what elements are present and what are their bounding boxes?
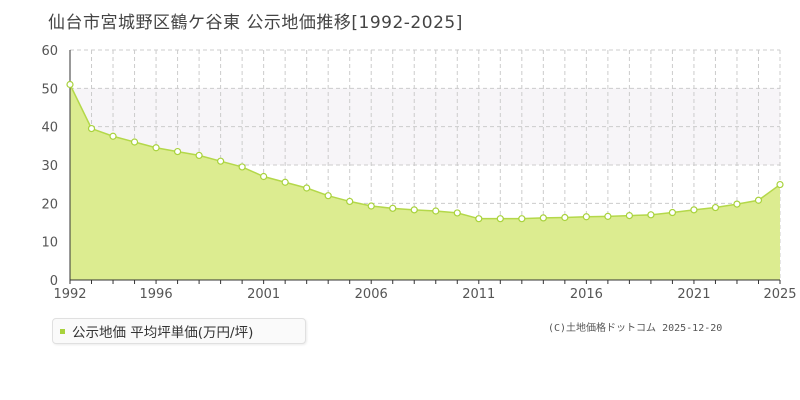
data-point bbox=[453, 209, 461, 217]
legend: 公示地価 平均坪単価(万円/坪) bbox=[52, 318, 306, 344]
data-point bbox=[324, 192, 332, 200]
y-tick-label: 20 bbox=[41, 197, 58, 212]
data-point bbox=[432, 207, 440, 215]
x-tick-label: 2006 bbox=[355, 287, 388, 302]
data-point bbox=[733, 200, 741, 208]
data-point bbox=[238, 163, 246, 171]
area-series bbox=[69, 84, 781, 280]
data-points bbox=[66, 80, 784, 223]
data-point bbox=[647, 211, 655, 219]
x-tick-label: 2016 bbox=[570, 287, 603, 302]
x-tick-label: 2025 bbox=[763, 287, 796, 302]
data-point bbox=[754, 196, 763, 204]
data-point bbox=[173, 147, 182, 156]
data-point bbox=[518, 215, 526, 223]
y-tick-label: 10 bbox=[41, 236, 58, 251]
x-tick-label: 1996 bbox=[140, 287, 173, 302]
axes bbox=[69, 50, 781, 284]
data-point bbox=[539, 214, 547, 222]
x-tick-label: 2001 bbox=[247, 287, 280, 302]
area-fill bbox=[70, 84, 780, 280]
x-tick-label: 2021 bbox=[677, 287, 710, 302]
data-point bbox=[152, 144, 160, 152]
data-point bbox=[217, 157, 225, 165]
data-point bbox=[303, 184, 311, 192]
copyright-credit: (C)土地価格ドットコム 2025-12-20 bbox=[548, 323, 723, 334]
data-point bbox=[109, 132, 117, 140]
data-point bbox=[582, 213, 590, 221]
data-point bbox=[367, 202, 375, 210]
series-line bbox=[69, 84, 781, 220]
data-point bbox=[389, 204, 397, 212]
data-point bbox=[195, 151, 203, 160]
data-point bbox=[66, 80, 74, 89]
y-tick-label: 0 bbox=[50, 274, 58, 289]
x-tick-label: 2011 bbox=[462, 287, 495, 302]
y-tick-label: 50 bbox=[41, 82, 58, 97]
legend-label: 公示地価 平均坪単価(万円/坪) bbox=[72, 325, 254, 341]
tick-labels: 0 10 20 30 40 50 60 1992 1996 2001 2006 2011 2016 202… bbox=[41, 44, 796, 302]
data-point bbox=[561, 213, 569, 222]
data-point bbox=[625, 212, 633, 220]
data-point bbox=[130, 138, 139, 146]
data-point bbox=[496, 215, 504, 223]
data-point bbox=[711, 203, 720, 212]
data-point bbox=[281, 178, 289, 186]
data-point bbox=[604, 212, 612, 220]
data-point bbox=[346, 197, 354, 206]
y-tick-label: 60 bbox=[41, 44, 58, 59]
chart-title: 仙台市宮城野区鶴ケ谷東 公示地価推移[1992-2025] bbox=[48, 13, 463, 33]
y-tick-label: 40 bbox=[41, 121, 58, 136]
data-point bbox=[410, 206, 418, 214]
data-point bbox=[260, 172, 268, 181]
legend-swatch bbox=[60, 328, 65, 334]
data-point bbox=[776, 180, 784, 189]
data-point bbox=[690, 206, 698, 214]
x-tick-label: 1992 bbox=[53, 287, 86, 302]
data-point bbox=[87, 124, 96, 133]
data-point bbox=[475, 215, 483, 223]
y-tick-label: 30 bbox=[41, 159, 58, 174]
data-point bbox=[668, 208, 677, 217]
